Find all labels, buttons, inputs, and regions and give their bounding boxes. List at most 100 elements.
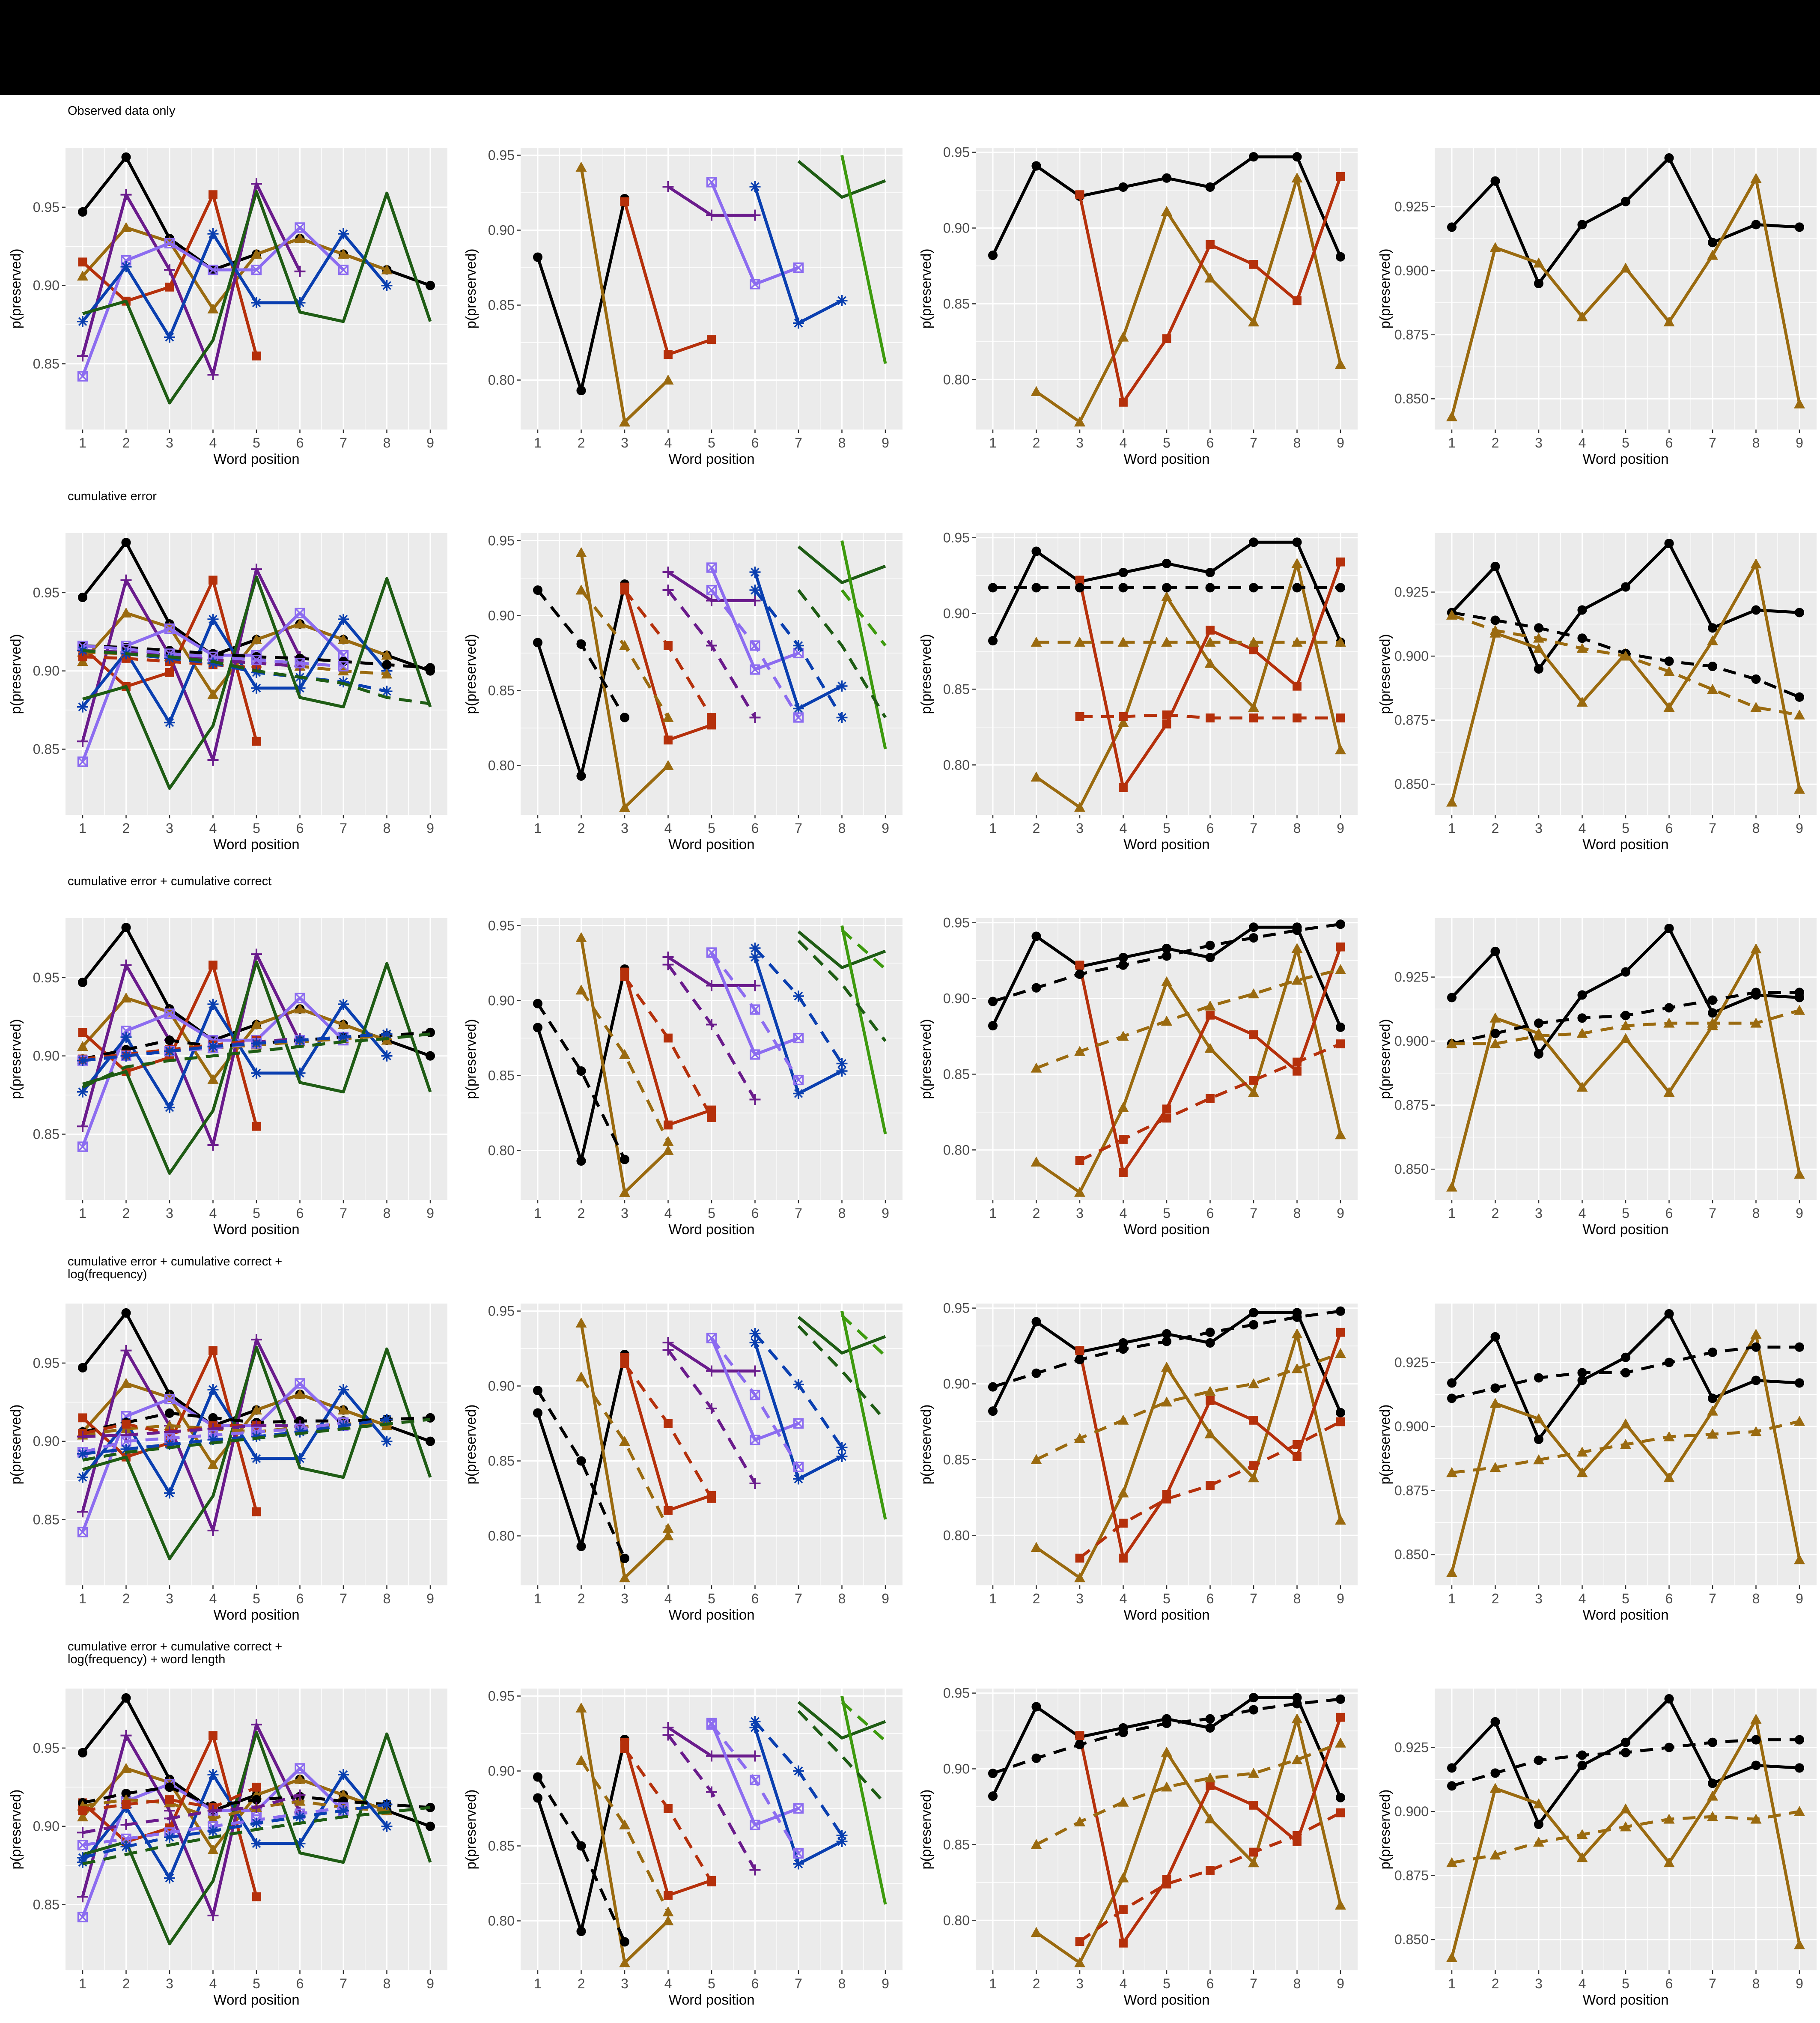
observed-point (1534, 1434, 1544, 1444)
observed-series-len3 (82, 190, 432, 405)
observed-point (1620, 1352, 1631, 1362)
observed-point (164, 238, 175, 249)
x-tick-label: 9 (1337, 1591, 1344, 1606)
fitted-point (1162, 1113, 1171, 1123)
fitted-point (1490, 615, 1500, 625)
observed-point (77, 1041, 88, 1051)
fitted-point (425, 663, 435, 673)
observed-point (533, 1023, 543, 1032)
observed-point (576, 771, 586, 781)
observed-point (381, 280, 393, 291)
y-tick-label: 0.90 (488, 993, 515, 1009)
y-tick-label: 0.90 (488, 1763, 515, 1779)
observed-point (706, 980, 717, 991)
fitted-point (338, 1031, 349, 1043)
observed-point (1204, 1813, 1216, 1823)
observed-point (1489, 242, 1501, 252)
fitted-point (1534, 1018, 1544, 1028)
observed-point (1664, 1694, 1674, 1704)
fitted-point (1751, 1735, 1761, 1745)
observed-point (662, 760, 674, 770)
observed-point (294, 618, 306, 629)
fitted-point (1031, 983, 1041, 993)
fitted-point (706, 585, 717, 596)
y-tick-label: 0.85 (488, 1453, 515, 1469)
observed-point (1074, 1187, 1085, 1197)
fitted-point (1533, 1836, 1544, 1847)
fitted-point (576, 639, 586, 649)
x-tick-label: 7 (1709, 1591, 1716, 1606)
observed-point (209, 961, 217, 970)
observed-point (1335, 1129, 1346, 1140)
fitted-series-len8 (580, 989, 670, 1143)
observed-point (1291, 172, 1303, 183)
x-tick-label: 4 (664, 821, 672, 836)
x-tick-label: 2 (1033, 435, 1040, 451)
x-tick-label: 8 (838, 435, 846, 451)
y-tick-label: 0.900 (1394, 648, 1429, 664)
y-tick-label: 0.85 (33, 1512, 60, 1527)
row-title: Observed data only (68, 104, 176, 118)
observed-point (1249, 645, 1258, 654)
x-tick-label: 6 (1665, 821, 1673, 836)
observed-series-len2 (840, 155, 887, 364)
x-tick-label: 6 (751, 1976, 759, 1991)
x-tick-label: 1 (79, 1205, 86, 1221)
fitted-point (707, 1113, 716, 1122)
x-tick-label: 2 (122, 435, 130, 451)
x-tick-label: 4 (664, 1976, 672, 1991)
fitted-point (1577, 1368, 1587, 1378)
x-tick-label: 1 (79, 1976, 86, 1991)
fitted-point (576, 1456, 586, 1466)
observed-point (1533, 1413, 1544, 1423)
fitted-point (1620, 1020, 1631, 1030)
y-tick-label: 0.80 (488, 1528, 515, 1544)
x-tick-label: 7 (795, 435, 802, 451)
observed-point (77, 316, 88, 327)
observed-point (1119, 783, 1128, 792)
x-tick-label: 1 (1448, 1205, 1456, 1221)
observed-point (1205, 567, 1215, 578)
x-tick-label: 9 (1796, 1976, 1803, 1991)
panel-r4-c2: 0.80 0.85 0.90 0.95 1 2 3 4 5 6 7 8 9 Word position p(… (463, 1304, 903, 1623)
observed-point (1335, 1793, 1346, 1802)
observed-point (1031, 161, 1041, 171)
fitted-point (793, 1848, 804, 1859)
observed-point (1794, 784, 1805, 794)
observed-point (338, 264, 349, 275)
x-tick-label: 7 (795, 1591, 802, 1606)
observed-point (251, 949, 262, 960)
observed-point (1117, 1102, 1129, 1112)
fitted-point (749, 1864, 761, 1876)
observed-point (1707, 1405, 1718, 1416)
fitted-point (620, 713, 630, 722)
fitted-series-len8 (580, 1376, 670, 1529)
fitted-point (619, 1436, 630, 1446)
fitted-point (707, 1877, 716, 1886)
observed-point (425, 1051, 435, 1061)
y-tick-label: 0.85 (488, 1068, 515, 1083)
observed-point (164, 264, 175, 276)
x-tick-label: 9 (882, 1976, 889, 1991)
fitted-point (120, 1841, 132, 1853)
observed-point (77, 350, 88, 362)
fitted-point (620, 972, 629, 981)
fitted-series-len9 (536, 1003, 626, 1161)
fitted-point (1204, 1000, 1216, 1011)
observed-point (207, 1844, 219, 1854)
observed-point (294, 1838, 306, 1849)
fitted-series-len3 (797, 589, 887, 719)
x-tick-label: 7 (1250, 1205, 1257, 1221)
fitted-point (77, 1431, 88, 1442)
plot-area (988, 919, 1346, 1197)
x-tick-label: 7 (795, 821, 802, 836)
observed-point (619, 1572, 630, 1582)
observed-point (1204, 1428, 1216, 1438)
x-tick-label: 4 (664, 435, 672, 451)
y-axis-title: p(preserved) (918, 634, 934, 714)
x-tick-label: 6 (296, 1591, 304, 1606)
x-tick-label: 7 (1250, 821, 1257, 836)
fitted-point (749, 943, 761, 954)
fitted-series-len8 (82, 1798, 387, 1820)
observed-point (706, 595, 717, 606)
